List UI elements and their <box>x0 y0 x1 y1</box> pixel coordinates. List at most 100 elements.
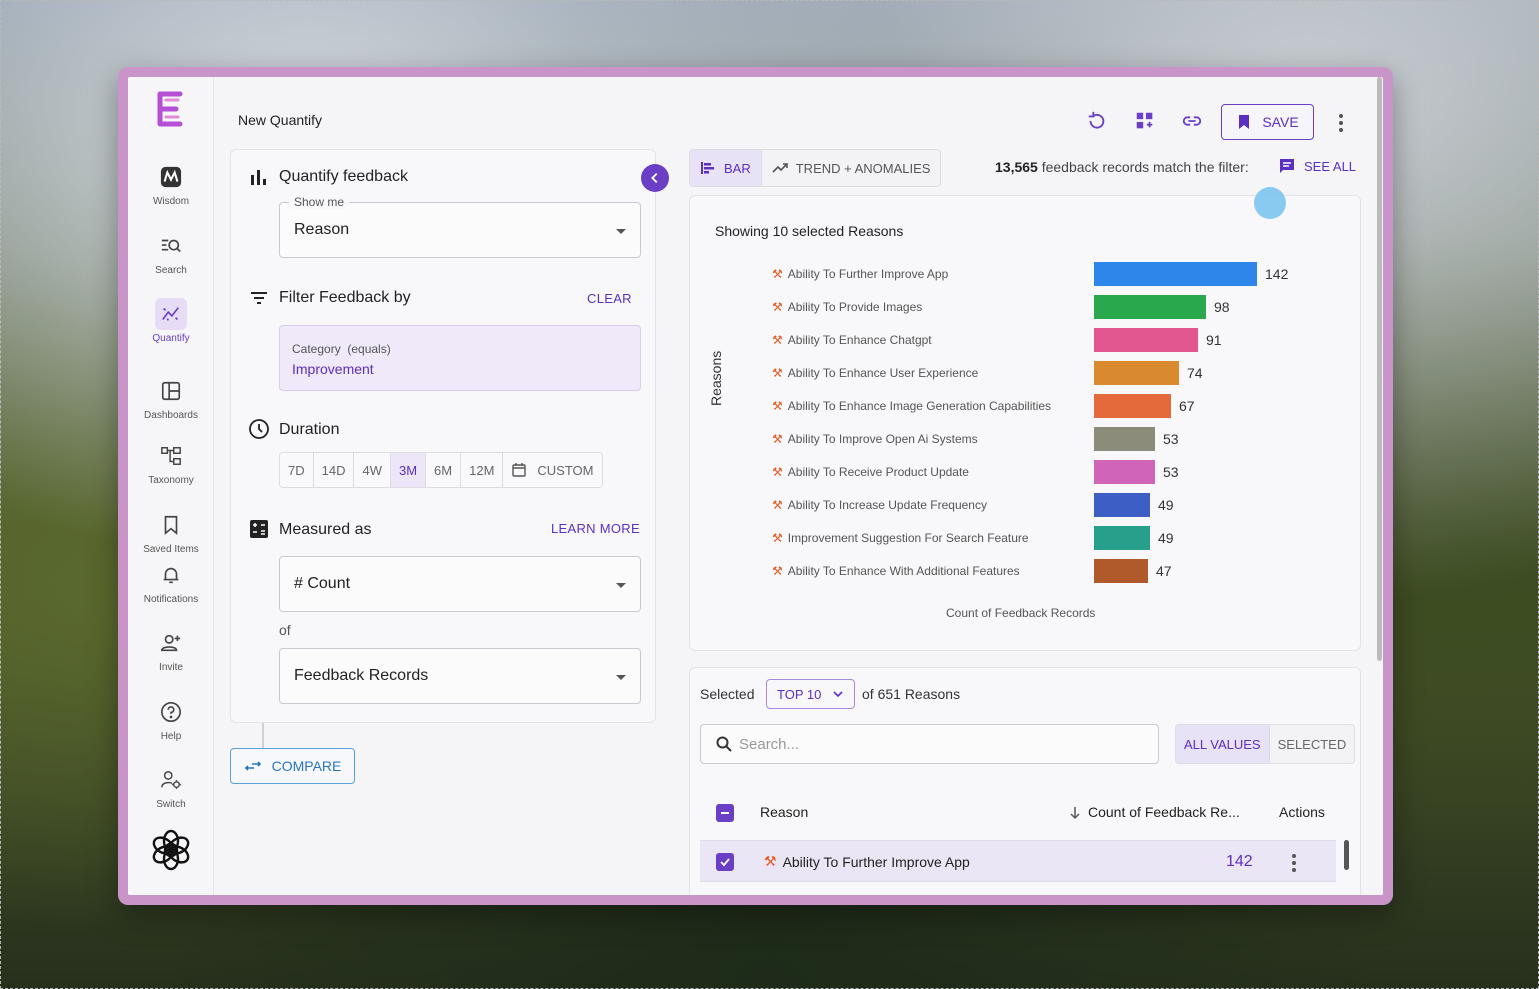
learn-more-link[interactable]: LEARN MORE <box>551 521 640 536</box>
rail-item-saved-items[interactable]: Saved Items <box>128 509 214 555</box>
brand-logo-icon[interactable] <box>156 91 186 127</box>
comment-icon <box>1280 159 1294 173</box>
match-count: 13,565 <box>995 159 1038 175</box>
search-input[interactable] <box>739 733 1139 755</box>
tab-bar[interactable]: BAR <box>690 150 762 186</box>
tools-icon: ⚒ <box>772 432 783 446</box>
column-header-reason[interactable]: Reason <box>760 804 809 820</box>
records-select[interactable]: Feedback Records <box>279 648 641 704</box>
see-all-link[interactable]: SEE ALL <box>1278 157 1356 175</box>
measure-value: # Count <box>294 575 351 592</box>
chart-bar[interactable] <box>1094 427 1155 451</box>
add-widget-icon[interactable] <box>1132 108 1158 134</box>
duration-14d[interactable]: 14D <box>313 453 355 487</box>
row-checkbox[interactable] <box>716 853 734 871</box>
search-list-icon <box>155 230 187 262</box>
more-options-icon[interactable] <box>1339 114 1343 132</box>
rail-item-dashboards[interactable]: Dashboards <box>128 375 214 421</box>
trend-icon <box>772 163 788 173</box>
save-button[interactable]: SAVE <box>1221 104 1314 140</box>
duration-6m[interactable]: 6M <box>426 453 462 487</box>
category-label: ⚒ Ability To Receive Product Update <box>772 465 969 479</box>
duration-4w[interactable]: 4W <box>354 453 391 487</box>
row-actions-icon[interactable] <box>1292 854 1296 872</box>
table-row[interactable]: ⚒ Ability To Further Improve App 142 <box>700 840 1336 882</box>
compare-label: COMPARE <box>271 758 342 774</box>
tools-icon: ⚒ <box>772 564 783 578</box>
measure-select[interactable]: # Count <box>279 556 641 612</box>
chart-bar[interactable] <box>1094 460 1155 484</box>
column-header-count[interactable]: Count of Feedback Re... <box>1088 804 1240 820</box>
show-me-select[interactable]: Show me Reason <box>279 195 641 258</box>
rail-item-invite[interactable]: Invite <box>128 627 214 673</box>
chart-bar[interactable] <box>1094 526 1150 550</box>
rail-item-search[interactable]: Search <box>128 230 214 276</box>
link-icon[interactable] <box>1179 108 1205 134</box>
chart-bar[interactable] <box>1094 295 1206 319</box>
rail-item-taxonomy[interactable]: Taxonomy <box>128 440 214 486</box>
category-text: Improvement Suggestion For Search Featur… <box>787 531 1029 545</box>
show-me-value: Reason <box>294 221 350 238</box>
select-all-checkbox[interactable] <box>716 804 734 822</box>
filter-chip[interactable]: Category (equals) Improvement <box>279 325 641 391</box>
toggle-selected[interactable]: SELECTED <box>1269 725 1355 763</box>
search-field[interactable] <box>700 724 1159 764</box>
top-n-value: TOP 10 <box>777 686 822 702</box>
category-text: Ability To Increase Update Frequency <box>787 498 987 512</box>
tab-label: BAR <box>724 160 751 176</box>
category-text: Ability To Further Improve App <box>787 267 949 281</box>
top-n-select[interactable]: TOP 10 <box>766 679 855 709</box>
values-toggle: ALL VALUES SELECTED <box>1175 724 1356 764</box>
rail-item-quantify[interactable]: Quantify <box>128 298 214 344</box>
bar-value-label: 98 <box>1214 299 1230 315</box>
chevron-left-icon <box>651 172 658 184</box>
chart-bar[interactable] <box>1094 328 1198 352</box>
rail-item-notifications[interactable]: Notifications <box>128 559 214 605</box>
tab-trend-anomalies[interactable]: TREND + ANOMALIES <box>761 150 941 186</box>
page-scrollbar[interactable] <box>1377 77 1382 661</box>
chart-bar[interactable] <box>1094 361 1179 385</box>
chart-bar[interactable] <box>1094 262 1257 286</box>
tools-icon: ⚒ <box>772 465 783 479</box>
chart-bar[interactable] <box>1094 394 1171 418</box>
chart-bar[interactable] <box>1094 493 1150 517</box>
rail-item-switch[interactable]: Switch <box>128 764 214 810</box>
dropdown-caret-icon <box>616 675 626 680</box>
chevron-down-icon <box>833 691 843 698</box>
rail-item-help[interactable]: Help <box>128 696 214 742</box>
tools-icon: ⚒ <box>772 333 783 347</box>
collapse-panel-button[interactable] <box>641 164 669 192</box>
bar-value-label: 74 <box>1187 365 1203 381</box>
duration-custom[interactable]: CUSTOM <box>503 453 602 487</box>
search-icon <box>716 736 732 752</box>
match-summary: 13,565 feedback records match the filter… <box>995 159 1249 175</box>
quantify-title: Quantify feedback <box>279 168 408 185</box>
rail-label: Dashboards <box>144 410 198 421</box>
compare-button[interactable]: COMPARE <box>230 748 355 784</box>
clear-filters-button[interactable]: CLEAR <box>587 291 632 306</box>
table-scrollbar[interactable] <box>1344 840 1349 870</box>
duration-7d[interactable]: 7D <box>280 453 314 487</box>
chart-bar[interactable] <box>1094 559 1148 583</box>
duration-3m[interactable]: 3M <box>390 453 427 487</box>
toggle-all-values[interactable]: ALL VALUES <box>1176 725 1270 763</box>
category-label: ⚒ Improvement Suggestion For Search Featu… <box>772 531 1029 545</box>
rail-label: Switch <box>156 799 186 810</box>
duration-12m[interactable]: 12M <box>461 453 504 487</box>
category-text: Ability To Improve Open Ai Systems <box>787 432 978 446</box>
refresh-icon[interactable] <box>1084 108 1110 134</box>
dashboard-icon <box>155 375 187 407</box>
category-label: ⚒ Ability To Enhance Chatgpt <box>772 333 932 347</box>
rail-item-wisdom[interactable]: Wisdom <box>128 161 214 207</box>
category-text: Ability To Enhance Chatgpt <box>787 333 932 347</box>
rail-label: Invite <box>159 662 183 673</box>
category-text: Ability To Enhance With Additional Featu… <box>787 564 1020 578</box>
category-text: Ability To Receive Product Update <box>787 465 969 479</box>
view-tabs: BAR TREND + ANOMALIES <box>689 149 942 187</box>
category-label: ⚒ Ability To Provide Images <box>772 300 922 314</box>
chart-title: Showing 10 selected Reasons <box>715 223 904 239</box>
save-label: SAVE <box>1262 114 1299 130</box>
category-text: Ability To Enhance User Experience <box>787 366 979 380</box>
sort-down-icon[interactable] <box>1068 806 1082 820</box>
bar-chart-icon <box>251 170 266 185</box>
